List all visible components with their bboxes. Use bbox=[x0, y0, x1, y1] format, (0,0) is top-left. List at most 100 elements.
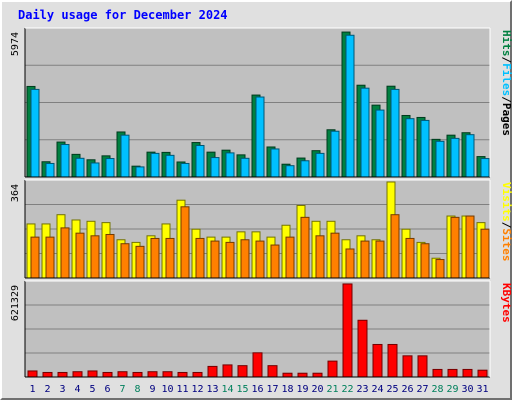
bar-kbytes-day-24 bbox=[372, 343, 383, 378]
bar-files-day-3 bbox=[60, 144, 70, 178]
bar-kbytes-day-10 bbox=[162, 371, 173, 378]
bar-kbytes-day-8 bbox=[132, 371, 143, 378]
x-tick-day-13: 13 bbox=[206, 384, 218, 395]
bar-files-day-8 bbox=[135, 166, 145, 178]
legend-separator: / bbox=[500, 57, 512, 64]
legend-kbytes: KBytes bbox=[500, 283, 512, 323]
legend-visits-sites: Visits/Sites bbox=[500, 182, 512, 262]
x-tick-day-6: 6 bbox=[104, 384, 110, 395]
x-tick-day-14: 14 bbox=[221, 384, 233, 395]
bar-kbytes-day-4 bbox=[72, 371, 83, 378]
bar-kbytes-day-23 bbox=[357, 319, 368, 378]
bar-files-day-12 bbox=[195, 145, 205, 178]
bar-files-day-25 bbox=[390, 88, 400, 178]
x-tick-day-20: 20 bbox=[311, 384, 323, 395]
bar-sites-day-29 bbox=[450, 216, 460, 279]
bar-sites-day-2 bbox=[45, 236, 55, 279]
bar-kbytes-day-2 bbox=[42, 371, 53, 378]
bar-files-day-10 bbox=[165, 154, 175, 178]
bar-files-day-27 bbox=[420, 119, 430, 178]
x-tick-day-24: 24 bbox=[371, 384, 383, 395]
legend-entry-pages: Pages bbox=[500, 103, 512, 136]
bar-files-day-20 bbox=[315, 152, 325, 178]
bar-sites-day-10 bbox=[165, 237, 175, 279]
bar-kbytes-day-19 bbox=[297, 372, 308, 378]
x-tick-day-25: 25 bbox=[386, 384, 398, 395]
bar-sites-day-15 bbox=[240, 239, 250, 279]
bar-files-day-5 bbox=[90, 162, 100, 178]
y-max-label-visits-sites: 364 bbox=[10, 184, 21, 202]
bar-files-day-11 bbox=[180, 162, 190, 178]
bar-sites-day-7 bbox=[120, 243, 130, 279]
bar-files-day-26 bbox=[405, 118, 415, 178]
bar-kbytes-day-13 bbox=[207, 365, 218, 378]
bar-sites-day-14 bbox=[225, 241, 235, 279]
bar-kbytes-day-25 bbox=[387, 343, 398, 378]
x-tick-day-27: 27 bbox=[416, 384, 428, 395]
bar-sites-day-23 bbox=[360, 240, 370, 279]
bar-files-day-19 bbox=[300, 160, 310, 178]
panel-kbytes bbox=[24, 280, 491, 378]
bar-sites-day-12 bbox=[195, 237, 205, 279]
y-axis-labels: 5974 364 621329 bbox=[10, 32, 21, 321]
bar-sites-day-26 bbox=[405, 237, 415, 279]
bar-files-day-28 bbox=[435, 140, 445, 178]
bar-kbytes-day-28 bbox=[432, 368, 443, 378]
legend-separator: / bbox=[500, 222, 512, 229]
x-tick-day-2: 2 bbox=[44, 384, 50, 395]
bar-kbytes-day-3 bbox=[57, 371, 68, 378]
bar-files-day-24 bbox=[375, 109, 385, 178]
bar-kbytes-day-21 bbox=[327, 360, 338, 378]
x-tick-day-16: 16 bbox=[251, 384, 263, 395]
legend-entry-sites: Sites bbox=[500, 228, 512, 261]
bar-kbytes-day-14 bbox=[222, 364, 233, 378]
bar-files-day-18 bbox=[285, 165, 295, 178]
bar-kbytes-day-7 bbox=[117, 371, 128, 378]
plot-areas bbox=[24, 27, 491, 378]
bar-sites-day-9 bbox=[150, 237, 160, 279]
bar-sites-day-18 bbox=[285, 236, 295, 279]
bar-sites-day-17 bbox=[270, 244, 280, 279]
bar-sites-day-11 bbox=[180, 206, 190, 279]
bar-files-day-2 bbox=[45, 162, 55, 178]
bar-files-day-17 bbox=[270, 148, 280, 178]
bar-kbytes-day-15 bbox=[237, 365, 248, 378]
x-tick-day-5: 5 bbox=[89, 384, 95, 395]
x-tick-day-11: 11 bbox=[176, 384, 188, 395]
bar-files-day-16 bbox=[255, 96, 265, 178]
bar-kbytes-day-30 bbox=[462, 368, 473, 378]
bar-sites-day-3 bbox=[60, 227, 70, 279]
y-max-label-hits-files-pages: 5974 bbox=[10, 32, 21, 56]
x-tick-day-7: 7 bbox=[119, 384, 125, 395]
bar-sites-day-5 bbox=[90, 235, 100, 279]
x-tick-day-18: 18 bbox=[281, 384, 293, 395]
x-tick-day-10: 10 bbox=[161, 384, 173, 395]
bar-kbytes-day-17 bbox=[267, 365, 278, 378]
x-tick-day-15: 15 bbox=[236, 384, 248, 395]
y-max-label-kbytes: 621329 bbox=[10, 285, 21, 321]
bar-files-day-30 bbox=[465, 134, 475, 178]
x-tick-day-22: 22 bbox=[341, 384, 353, 395]
bar-sites-day-31 bbox=[480, 228, 490, 279]
x-tick-day-30: 30 bbox=[461, 384, 473, 395]
legend-entry-hits: Hits bbox=[500, 30, 512, 57]
x-tick-day-12: 12 bbox=[191, 384, 203, 395]
bar-files-day-7 bbox=[120, 134, 130, 178]
bar-kbytes-day-5 bbox=[87, 370, 98, 378]
bar-kbytes-day-6 bbox=[102, 371, 113, 378]
bar-kbytes-day-27 bbox=[417, 355, 428, 378]
bar-sites-day-16 bbox=[255, 240, 265, 279]
bar-kbytes-day-16 bbox=[252, 352, 263, 378]
bar-files-day-22 bbox=[345, 34, 355, 178]
x-tick-day-29: 29 bbox=[446, 384, 458, 395]
bar-files-day-14 bbox=[225, 152, 235, 178]
bar-files-day-6 bbox=[105, 158, 115, 178]
x-tick-day-17: 17 bbox=[266, 384, 278, 395]
bar-kbytes-day-29 bbox=[447, 368, 458, 378]
bar-kbytes-day-22 bbox=[342, 283, 353, 378]
x-tick-day-28: 28 bbox=[431, 384, 443, 395]
legend-hits-files-pages: Hits/Files/Pages bbox=[500, 30, 512, 136]
bar-sites-day-1 bbox=[30, 236, 40, 279]
bar-sites-day-8 bbox=[135, 245, 145, 279]
bar-kbytes-day-20 bbox=[312, 372, 323, 378]
